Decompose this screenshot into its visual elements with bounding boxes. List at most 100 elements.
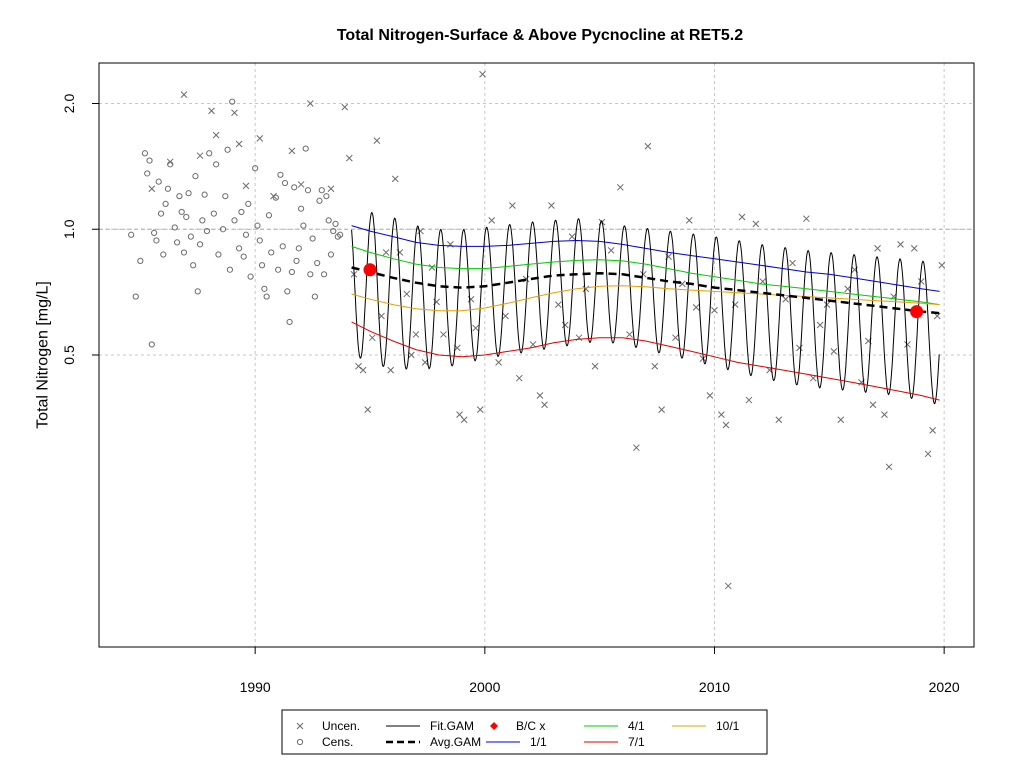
uncensored-point [789,259,796,267]
censored-point [206,150,213,157]
censored-point [144,170,151,177]
uncensored-point [270,192,277,200]
censored-point [325,217,332,224]
uncensored-points [148,70,946,590]
censored-point [215,251,222,258]
censored-point [162,200,169,207]
censored-point [263,293,270,300]
avg-gam-path [351,266,940,315]
uncensored-point [166,158,174,166]
uncensored-point [467,295,475,303]
uncensored-point [368,334,376,342]
percentile-lines [351,225,940,401]
uncensored-point [938,261,946,269]
uncensored-point [148,185,156,193]
censored-point [256,237,263,244]
censored-point [258,262,266,269]
bc-points [363,263,924,319]
censored-point [252,165,259,172]
x-tick-label: 1990 [240,679,271,695]
censored-point [265,212,273,219]
censored-point [300,222,307,229]
uncensored-point [509,202,516,209]
uncensored-point [536,392,544,399]
uncensored-point [407,351,415,359]
uncensored-point [724,582,732,590]
uncensored-point [796,344,803,352]
censored-point [153,237,160,244]
censored-point [137,257,144,264]
legend-label: 10/1 [716,719,740,733]
censored-point [284,288,291,295]
censored-point [164,185,171,192]
uncensored-point [897,241,904,248]
uncensored-point [685,217,693,224]
uncensored-point [327,185,335,193]
fit-gam-line [351,211,940,405]
censored-point [242,231,250,238]
uncensored-point [242,182,250,190]
uncensored-point [924,450,932,458]
censored-points [128,98,344,348]
censored-point [304,187,312,194]
uncensored-point [212,131,220,139]
censored-point [173,239,181,246]
uncensored-point [495,359,502,366]
uncensored-point [403,290,411,298]
uncensored-point [373,137,381,144]
line-10-1 [351,285,940,312]
uncensored-point [626,331,633,338]
censored-point [247,273,254,280]
censored-point [231,217,238,224]
uncensored-point [541,401,548,409]
x-tick-label: 2020 [929,679,960,695]
line-1-1 [351,225,940,292]
censored-point [337,231,344,238]
uncensored-point [651,362,659,370]
y-tick-label: 0.5 [61,345,77,365]
uncensored-point [341,103,349,111]
censored-point [224,146,231,153]
uncensored-point [910,245,918,252]
censored-point [146,157,153,164]
uncensored-point [472,324,479,332]
legend-label: 4/1 [628,719,645,733]
censored-point [155,178,162,185]
uncensored-point [881,411,888,418]
x-tick-label: 2010 [699,679,730,695]
censored-point [314,259,321,267]
uncensored-point [607,247,615,254]
uncensored-point [288,147,296,155]
uncensored-point [306,100,314,107]
uncensored-point [488,217,496,224]
uncensored-point [823,301,831,308]
uncensored-point [830,348,838,355]
censored-point [192,173,199,180]
censored-point [185,190,192,197]
censored-point [281,179,289,187]
uncensored-point [568,233,576,241]
uncensored-point [929,427,937,434]
censored-point [203,227,211,235]
censored-point [226,266,234,273]
uncensored-point [256,135,264,142]
censored-point [297,205,305,212]
uncensored-point [548,202,555,209]
legend-label: Cens. [322,735,353,749]
censored-point [180,249,188,256]
legend-box [281,709,768,755]
uncensored-point [644,142,652,150]
censored-point [286,318,293,326]
censored-point [187,233,194,240]
censored-point [277,171,284,178]
uncensored-point [885,463,893,471]
legend-label: Avg.GAM [430,735,481,749]
uncensored-point [917,278,925,285]
censored-point [311,293,318,300]
uncensored-point [476,406,484,413]
uncensored-point [235,140,243,148]
grid-lines [99,63,974,647]
censored-point [199,217,206,224]
uncensored-point [391,175,399,183]
uncensored-point [658,406,666,413]
